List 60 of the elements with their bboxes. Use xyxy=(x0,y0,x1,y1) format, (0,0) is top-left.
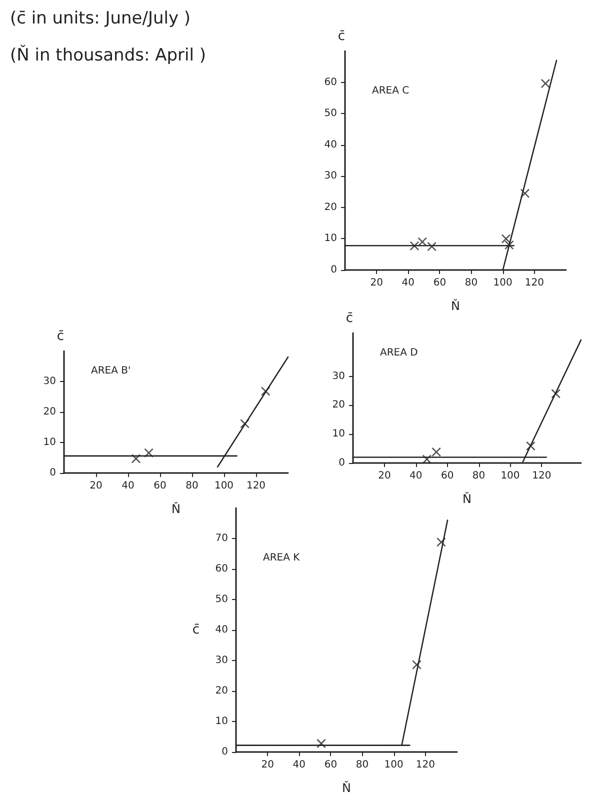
x-tick-label: 80 xyxy=(186,480,198,492)
x-axis-title: Ň xyxy=(451,298,460,313)
x-tick-label: 80 xyxy=(356,760,369,770)
y-tick-label: 20 xyxy=(324,202,337,213)
x-tick-label: 100 xyxy=(384,760,404,770)
y-tick-label: 30 xyxy=(332,370,345,382)
y-tick-label: 50 xyxy=(215,594,228,605)
x-axis-title: Ň xyxy=(342,780,351,795)
y-tick-label: 40 xyxy=(215,624,228,636)
text: (Ň in thousands: April ) xyxy=(10,44,206,66)
y-tick-label: 40 xyxy=(324,139,337,150)
y-tick-label: 50 xyxy=(324,108,337,120)
x-tick-label: 120 xyxy=(532,470,552,482)
x-tick-label: 20 xyxy=(261,760,274,770)
x-tick-label: 40 xyxy=(410,470,422,482)
x-tick-label: 60 xyxy=(154,480,166,492)
text: AREA B' xyxy=(91,366,131,376)
x-tick-label: 20 xyxy=(90,480,102,492)
x-tick-label: 100 xyxy=(500,470,520,482)
x-tick-label: 60 xyxy=(433,278,446,288)
x-tick-label: 40 xyxy=(122,480,134,492)
x-tick-label: 120 xyxy=(416,760,435,770)
y-tick-label: 0 xyxy=(330,264,337,276)
y-tick-label: 10 xyxy=(332,428,345,440)
y-tick-label: 10 xyxy=(43,437,56,448)
x-tick-label: 40 xyxy=(402,278,415,288)
x-tick-label: 80 xyxy=(464,278,478,288)
y-tick-label: 0 xyxy=(50,468,56,478)
x-axis-title: Ň xyxy=(462,491,472,506)
x-tick-label: 20 xyxy=(378,470,391,482)
x-tick-label: 120 xyxy=(246,480,266,492)
y-axis-title: c̄ xyxy=(346,311,353,326)
y-tick-label: 60 xyxy=(215,564,228,574)
text: AREA C xyxy=(372,86,410,96)
y-tick-label: 60 xyxy=(324,76,337,88)
y-tick-label: 0 xyxy=(222,746,228,758)
x-tick-label: 60 xyxy=(440,470,454,482)
x-tick-label: 100 xyxy=(493,278,512,288)
y-tick-label: 30 xyxy=(215,655,228,666)
text: AREA D xyxy=(380,348,418,358)
x-tick-label: 20 xyxy=(370,278,383,288)
y-tick-label: 70 xyxy=(215,533,228,544)
x-tick-label: 100 xyxy=(214,480,234,492)
x-axis-title: Ň xyxy=(172,501,180,516)
y-tick-label: 20 xyxy=(332,400,345,411)
y-tick-label: 20 xyxy=(43,406,56,418)
text: (c̄ in units: June/July ) xyxy=(10,8,191,28)
y-tick-label: 10 xyxy=(324,233,337,244)
y-tick-label: 30 xyxy=(43,376,56,387)
x-tick-label: 80 xyxy=(472,470,486,482)
y-tick-label: 30 xyxy=(324,170,337,182)
y-axis-title: c̄ xyxy=(192,622,200,638)
y-tick-label: 10 xyxy=(215,716,228,727)
y-axis-title: c̄ xyxy=(338,29,345,44)
y-axis-title: c̄ xyxy=(56,329,64,344)
y-tick-label: 0 xyxy=(338,458,345,468)
x-tick-label: 40 xyxy=(292,760,306,770)
y-tick-label: 20 xyxy=(215,686,228,696)
text: AREA K xyxy=(263,552,300,564)
x-tick-label: 120 xyxy=(524,278,544,288)
